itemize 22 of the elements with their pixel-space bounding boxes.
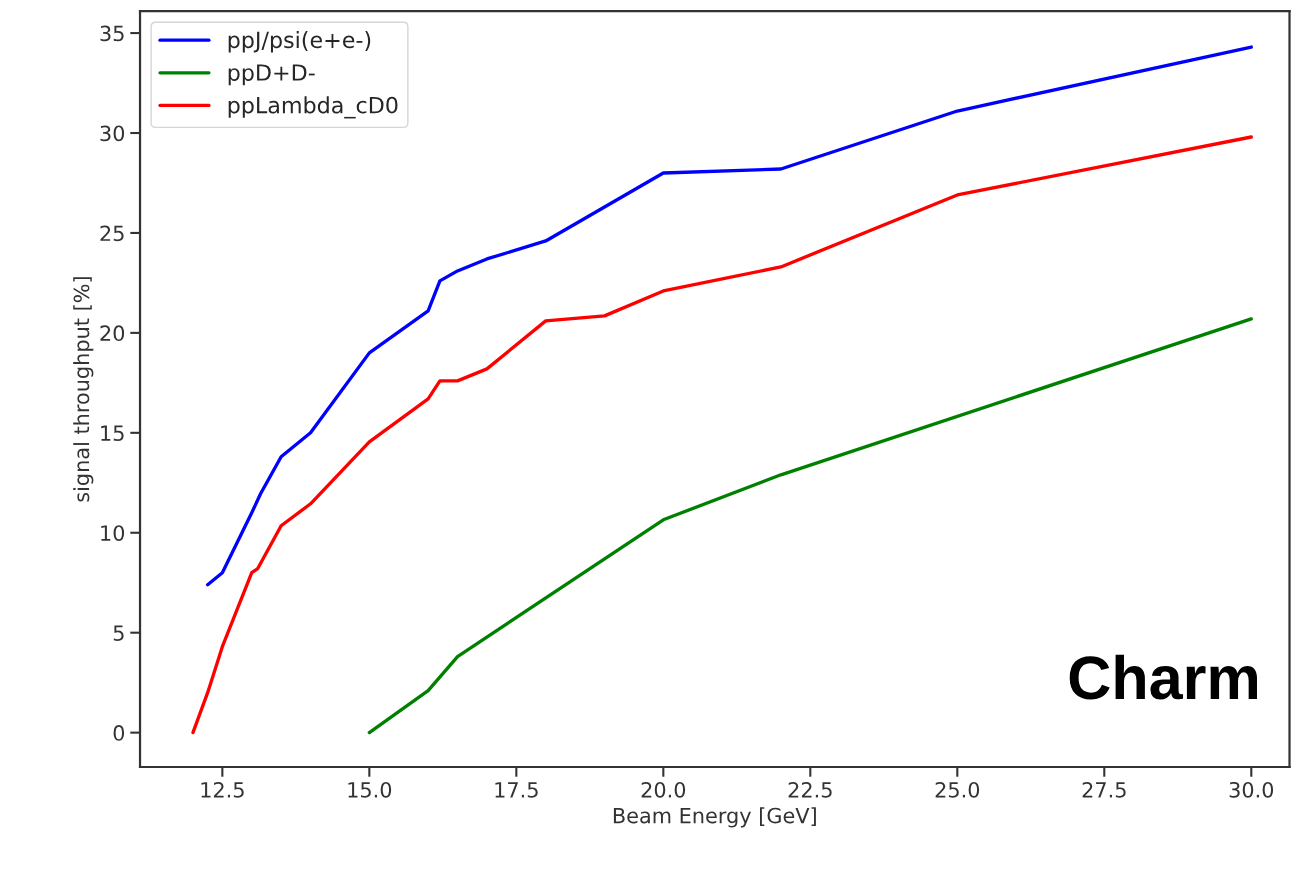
y-axis-title: signal throughput [%] (73, 277, 94, 502)
y-tick-label: 35 (100, 25, 124, 42)
y-tick-label: 25 (100, 225, 124, 242)
y-tick-label: 20 (100, 325, 125, 342)
legend-label: ppJ/psi(e+e-) (228, 31, 371, 53)
x-axis-title: Beam Energy [GeV] (613, 807, 816, 828)
x-tick-label: 12.5 (201, 781, 244, 798)
y-tick-label: 15 (101, 425, 124, 442)
legend-label: ppD+D- (228, 64, 315, 86)
y-tick-label: 5 (113, 625, 124, 641)
annotation: Charm (1069, 654, 1257, 700)
x-tick-label: 30.0 (1229, 781, 1274, 798)
x-tick-label: 22.5 (788, 781, 832, 798)
x-tick-label: 27.5 (1082, 781, 1126, 798)
y-tick-label: 30 (100, 125, 125, 142)
x-tick-label: 17.5 (495, 782, 538, 798)
y-tick-label: 0 (113, 725, 125, 741)
legend-label: ppLambda_cD0 (228, 96, 398, 119)
x-tick-label: 15.0 (348, 781, 392, 798)
x-tick-label: 20.0 (641, 781, 686, 798)
y-tick-label: 10 (101, 525, 125, 541)
x-tick-label: 25.0 (935, 781, 980, 798)
